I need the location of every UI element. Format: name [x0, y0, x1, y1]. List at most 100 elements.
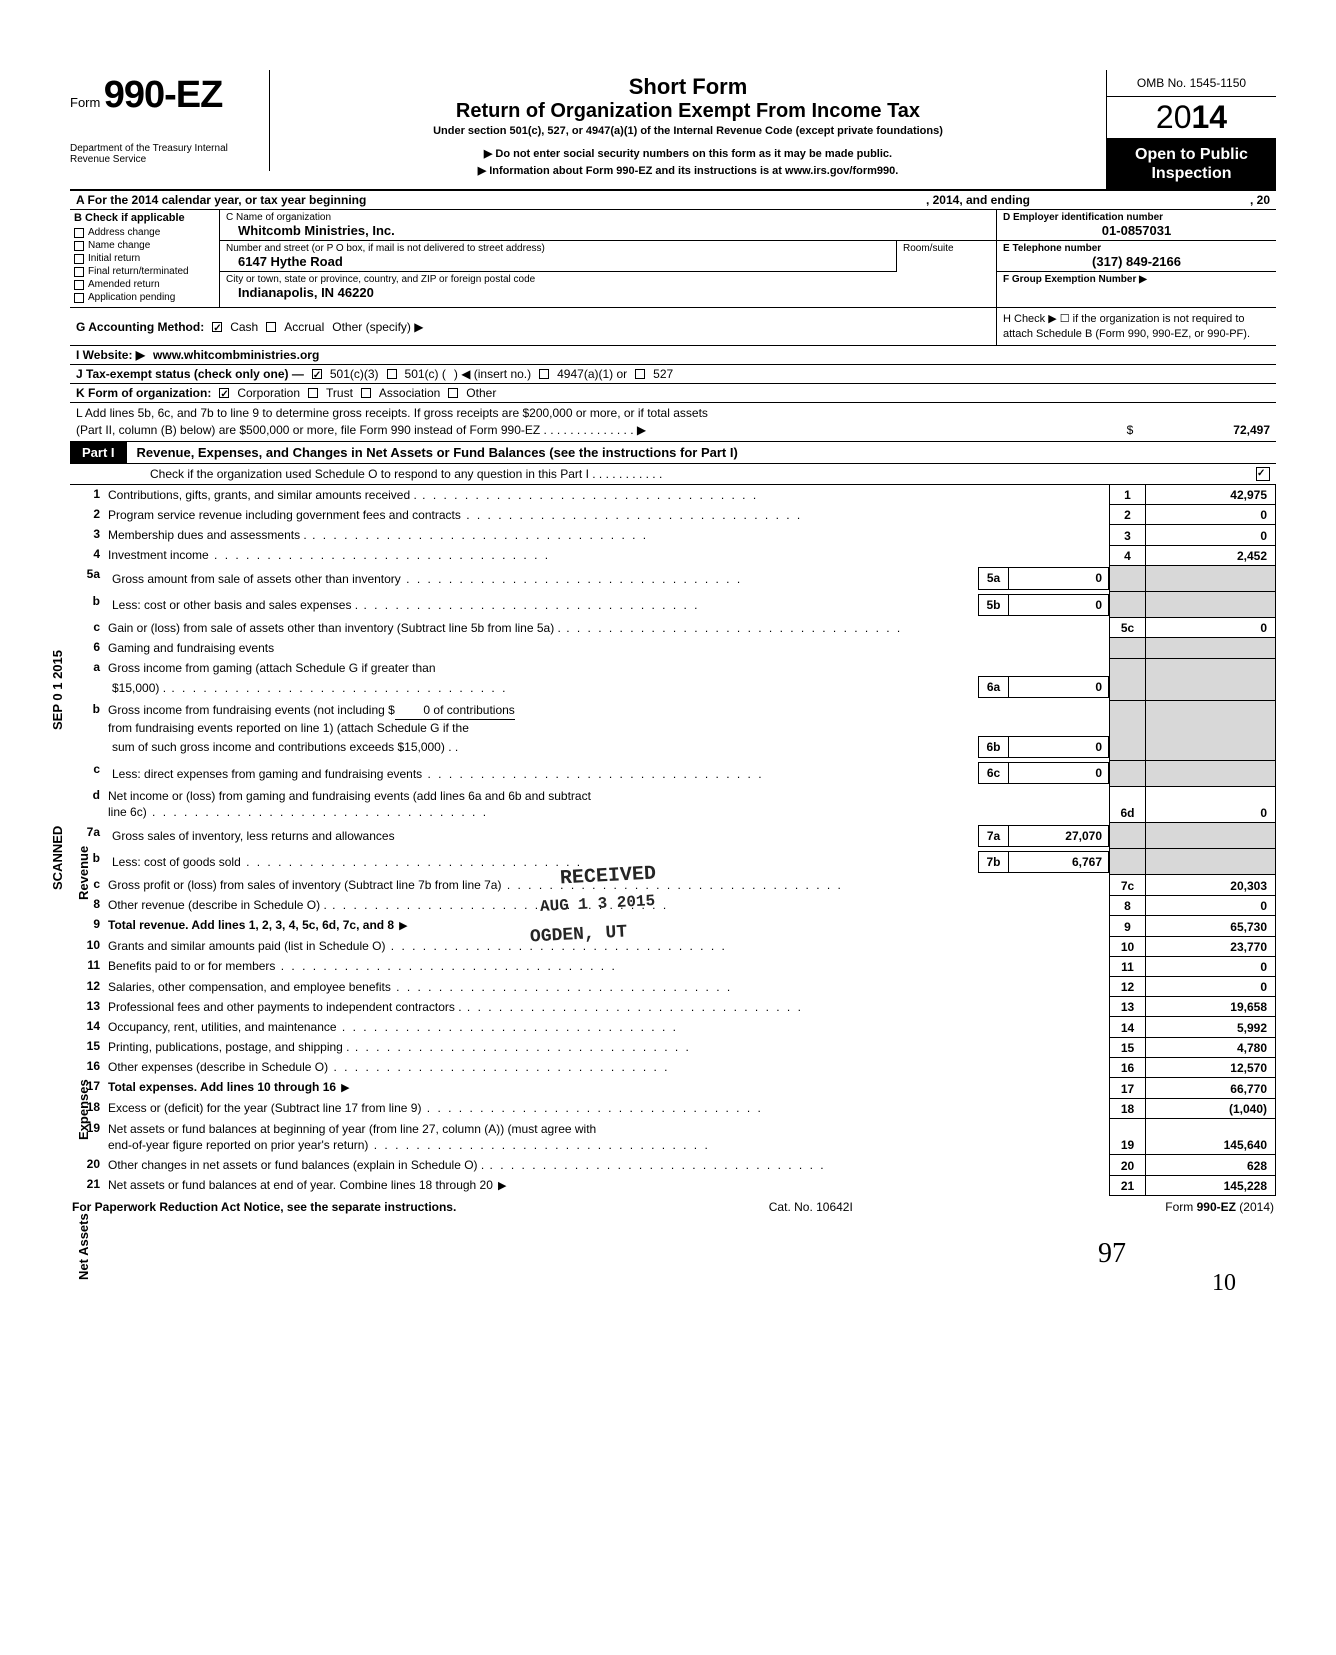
col-c: C Name of organization Whitcomb Ministri… — [220, 210, 996, 307]
form-number: 990-EZ — [104, 74, 223, 116]
subtitle: Under section 501(c), 527, or 4947(a)(1)… — [280, 125, 1096, 137]
part1-sub: Check if the organization used Schedule … — [70, 464, 1276, 485]
line-6d: d Net income or (loss) from gaming and f… — [70, 786, 1276, 822]
line-11: 11Benefits paid to or for members110 — [70, 956, 1276, 976]
website-value: www.whitcombministries.org — [153, 348, 319, 362]
part1-header: Part I Revenue, Expenses, and Changes in… — [70, 442, 1276, 464]
chk-assoc[interactable] — [361, 388, 371, 398]
phone-value: (317) 849-2166 — [1003, 254, 1270, 269]
f-label: F Group Exemption Number ▶ — [1003, 274, 1270, 285]
footer-left: For Paperwork Reduction Act Notice, see … — [72, 1200, 456, 1214]
part1-sub-text: Check if the organization used Schedule … — [150, 467, 1256, 481]
street-label: Number and street (or P O box, if mail i… — [226, 243, 890, 254]
line-18: 18Excess or (deficit) for the year (Subt… — [70, 1098, 1276, 1118]
line-14: 14Occupancy, rent, utilities, and mainte… — [70, 1017, 1276, 1037]
form-label: Form — [70, 95, 100, 110]
line-5c: cGain or (loss) from sale of assets othe… — [70, 618, 1276, 638]
tax-year: 2014 — [1107, 97, 1276, 139]
side-netassets: Net Assets — [76, 1213, 91, 1280]
row-k: K Form of organization: Corporation Trus… — [70, 384, 1276, 403]
row-i: I Website: ▶ www.whitcombministries.org — [70, 346, 1276, 365]
col-b: B Check if applicable Address change Nam… — [70, 210, 220, 307]
line-10: 10Grants and similar amounts paid (list … — [70, 936, 1276, 956]
omb-number: OMB No. 1545-1150 — [1107, 70, 1276, 97]
g-other: Other (specify) ▶ — [332, 320, 423, 334]
chk-amended[interactable]: Amended return — [74, 279, 215, 290]
chk-accrual[interactable] — [266, 322, 276, 332]
line-17: 17Total expenses. Add lines 10 through 1… — [70, 1077, 1276, 1098]
line-4: 4Investment income42,452 — [70, 545, 1276, 565]
ein-value: 01-0857031 — [1003, 223, 1270, 238]
chk-pending[interactable]: Application pending — [74, 292, 215, 303]
line-12: 12Salaries, other compensation, and empl… — [70, 977, 1276, 997]
side-scan: SCANNED — [50, 826, 65, 890]
line-7a: 7a Gross sales of inventory, less return… — [70, 823, 1276, 849]
line-7c: cGross profit or (loss) from sales of in… — [70, 875, 1276, 895]
chk-name[interactable]: Name change — [74, 240, 215, 251]
l-line2: (Part II, column (B) below) are $500,000… — [76, 422, 1120, 439]
a-text-3: , 20 — [1250, 193, 1270, 207]
hint-info: ▶ Information about Form 990-EZ and its … — [280, 164, 1096, 177]
line-6a: a Gross income from gaming (attach Sched… — [70, 658, 1276, 700]
line-8: 8Other revenue (describe in Schedule O) … — [70, 895, 1276, 915]
chk-cash[interactable] — [212, 322, 222, 332]
part1-title: Revenue, Expenses, and Changes in Net As… — [127, 445, 738, 460]
line-13: 13Professional fees and other payments t… — [70, 997, 1276, 1017]
c-label: C Name of organization — [226, 212, 990, 223]
org-name: Whitcomb Ministries, Inc. — [226, 223, 990, 238]
g-cash: Cash — [230, 320, 258, 334]
line-2: 2Program service revenue including gover… — [70, 505, 1276, 525]
dept: Department of the Treasury Internal Reve… — [70, 117, 270, 167]
side-expenses: Expenses — [76, 1079, 91, 1140]
a-text-2: , 2014, and ending — [926, 193, 1030, 207]
hint-ssn: ▶ Do not enter social security numbers o… — [280, 147, 1096, 160]
line-20: 20Other changes in net assets or fund ba… — [70, 1155, 1276, 1175]
chk-address[interactable]: Address change — [74, 227, 215, 238]
street-value: 6147 Hythe Road — [226, 254, 890, 269]
h-text: H Check ▶ ☐ if the organization is not r… — [997, 308, 1276, 345]
col-right: D Employer identification number 01-0857… — [996, 210, 1276, 307]
line-9: 9Total revenue. Add lines 1, 2, 3, 4, 5c… — [70, 915, 1276, 936]
line-5a: 5a Gross amount from sale of assets othe… — [70, 565, 1276, 591]
g-label: G Accounting Method: — [76, 320, 204, 334]
chk-527[interactable] — [635, 369, 645, 379]
part1-tag: Part I — [70, 442, 127, 463]
b-header: B Check if applicable — [74, 212, 215, 224]
i-label: I Website: ▶ — [76, 348, 145, 362]
d-label: D Employer identification number — [1003, 212, 1270, 223]
line-7b: b Less: cost of goods sold 7b 6,767 — [70, 849, 1276, 875]
line-21: 21Net assets or fund balances at end of … — [70, 1175, 1276, 1196]
chk-initial[interactable]: Initial return — [74, 253, 215, 264]
line-6b: b Gross income from fundraising events (… — [70, 700, 1276, 760]
line-16: 16Other expenses (describe in Schedule O… — [70, 1057, 1276, 1077]
chk-4947[interactable] — [539, 369, 549, 379]
l-line1: L Add lines 5b, 6c, and 7b to line 9 to … — [76, 405, 1270, 422]
g-accrual: Accrual — [284, 320, 324, 334]
line-15: 15Printing, publications, postage, and s… — [70, 1037, 1276, 1057]
side-revenue: Revenue — [76, 846, 91, 900]
chk-501c[interactable] — [387, 369, 397, 379]
side-date: SEP 0 1 2015 — [50, 650, 65, 730]
short-form: Short Form — [280, 74, 1096, 100]
footer: For Paperwork Reduction Act Notice, see … — [70, 1196, 1276, 1218]
chk-other[interactable] — [448, 388, 458, 398]
chk-schedule-o[interactable] — [1256, 467, 1270, 481]
footer-right: Form 990-EZ (2014) — [1165, 1200, 1274, 1214]
e-label: E Telephone number — [1003, 243, 1270, 254]
row-a: A For the 2014 calendar year, or tax yea… — [70, 190, 1276, 210]
open-inspection: Open to Public Inspection — [1107, 139, 1276, 189]
chk-trust[interactable] — [308, 388, 318, 398]
row-l: L Add lines 5b, 6c, and 7b to line 9 to … — [70, 403, 1276, 442]
handwritten-97: 97 — [70, 1238, 1276, 1270]
footer-mid: Cat. No. 10642I — [769, 1200, 853, 1214]
return-title: Return of Organization Exempt From Incom… — [280, 100, 1096, 123]
chk-corp[interactable] — [219, 388, 229, 398]
block-b-to-h: B Check if applicable Address change Nam… — [70, 210, 1276, 308]
lines-table: 1Contributions, gifts, grants, and simil… — [70, 485, 1276, 1197]
city-label: City or town, state or province, country… — [226, 274, 990, 285]
form-header: Form 990-EZ Department of the Treasury I… — [70, 70, 1276, 190]
chk-501c3[interactable] — [312, 369, 322, 379]
k-label: K Form of organization: — [76, 386, 211, 400]
chk-final[interactable]: Final return/terminated — [74, 266, 215, 277]
line-5b: b Less: cost or other basis and sales ex… — [70, 592, 1276, 618]
